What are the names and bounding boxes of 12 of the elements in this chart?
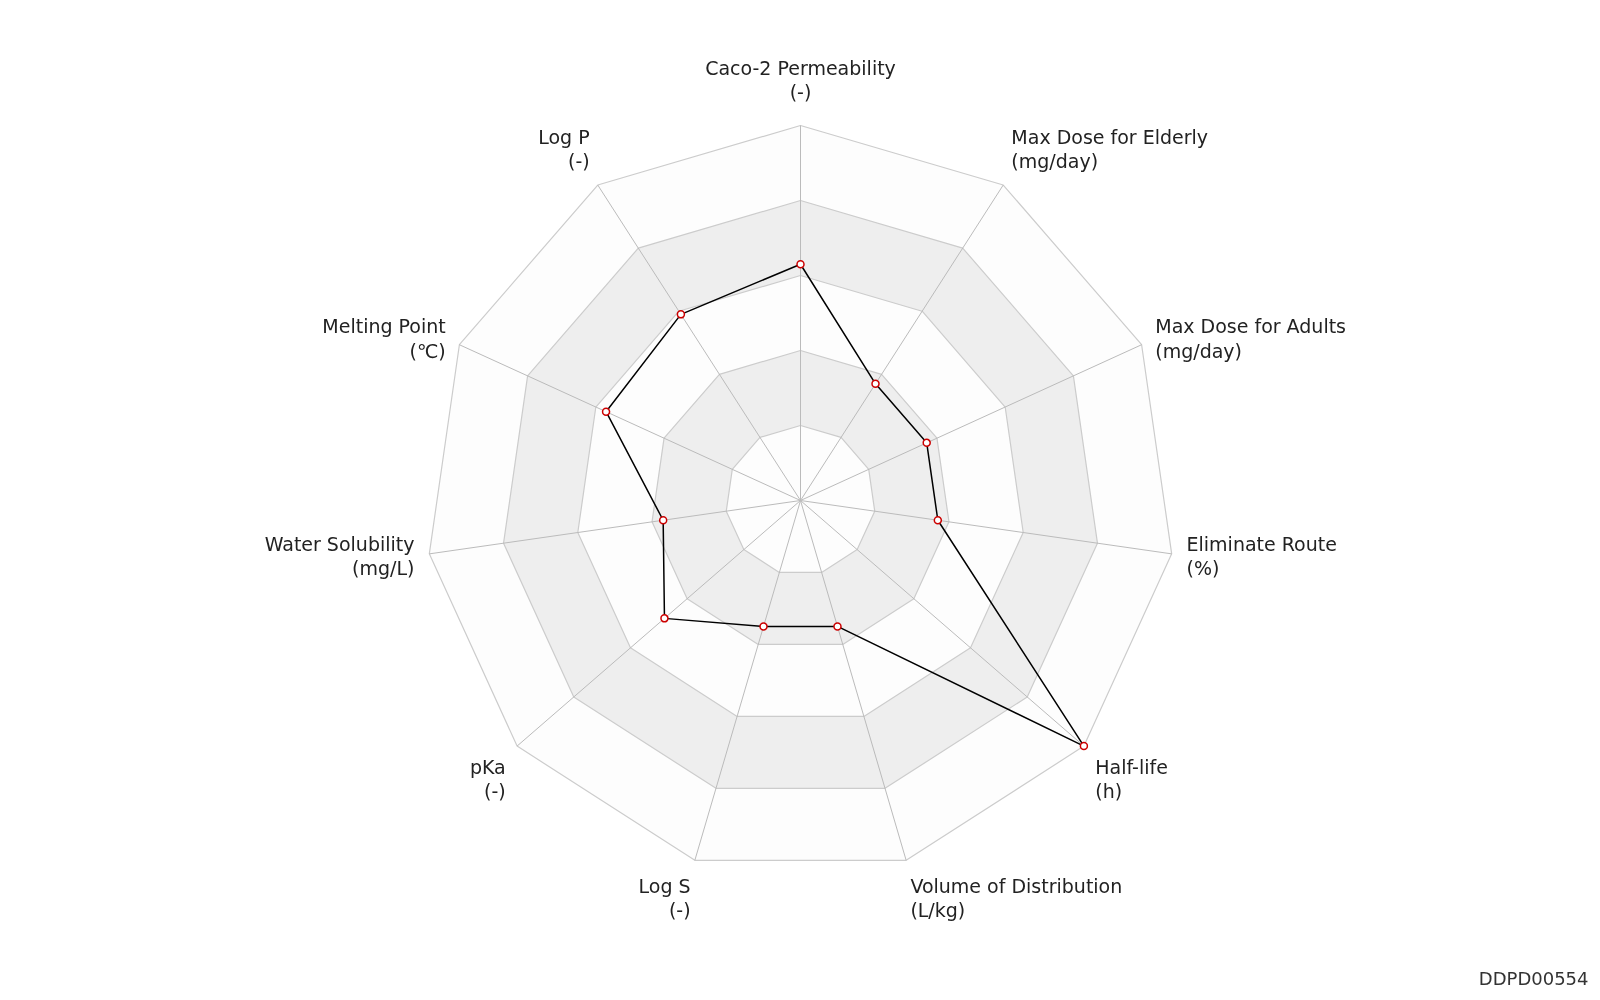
spoke-label: Max Dose for Adults (mg/day)	[1155, 315, 1347, 362]
spoke-label: Caco-2 Permeability (-)	[705, 56, 896, 103]
spoke-label: Log P (-)	[538, 126, 590, 173]
spoke-label: Log S (-)	[638, 874, 691, 921]
spoke-label: pKa (-)	[469, 755, 506, 803]
text: DDPD00554	[1478, 967, 1589, 989]
spoke-label: Melting Point (℃)	[322, 315, 446, 362]
spoke-label: Water Solubility (mg/L)	[264, 532, 415, 580]
spoke-label: Volume of Distribution (L/kg)	[910, 874, 1123, 921]
spoke-label: Max Dose for Elderly (mg/day)	[1011, 126, 1209, 173]
spoke-label: Half-life (h)	[1095, 755, 1168, 803]
spoke-label: Eliminate Route (%)	[1186, 532, 1337, 580]
